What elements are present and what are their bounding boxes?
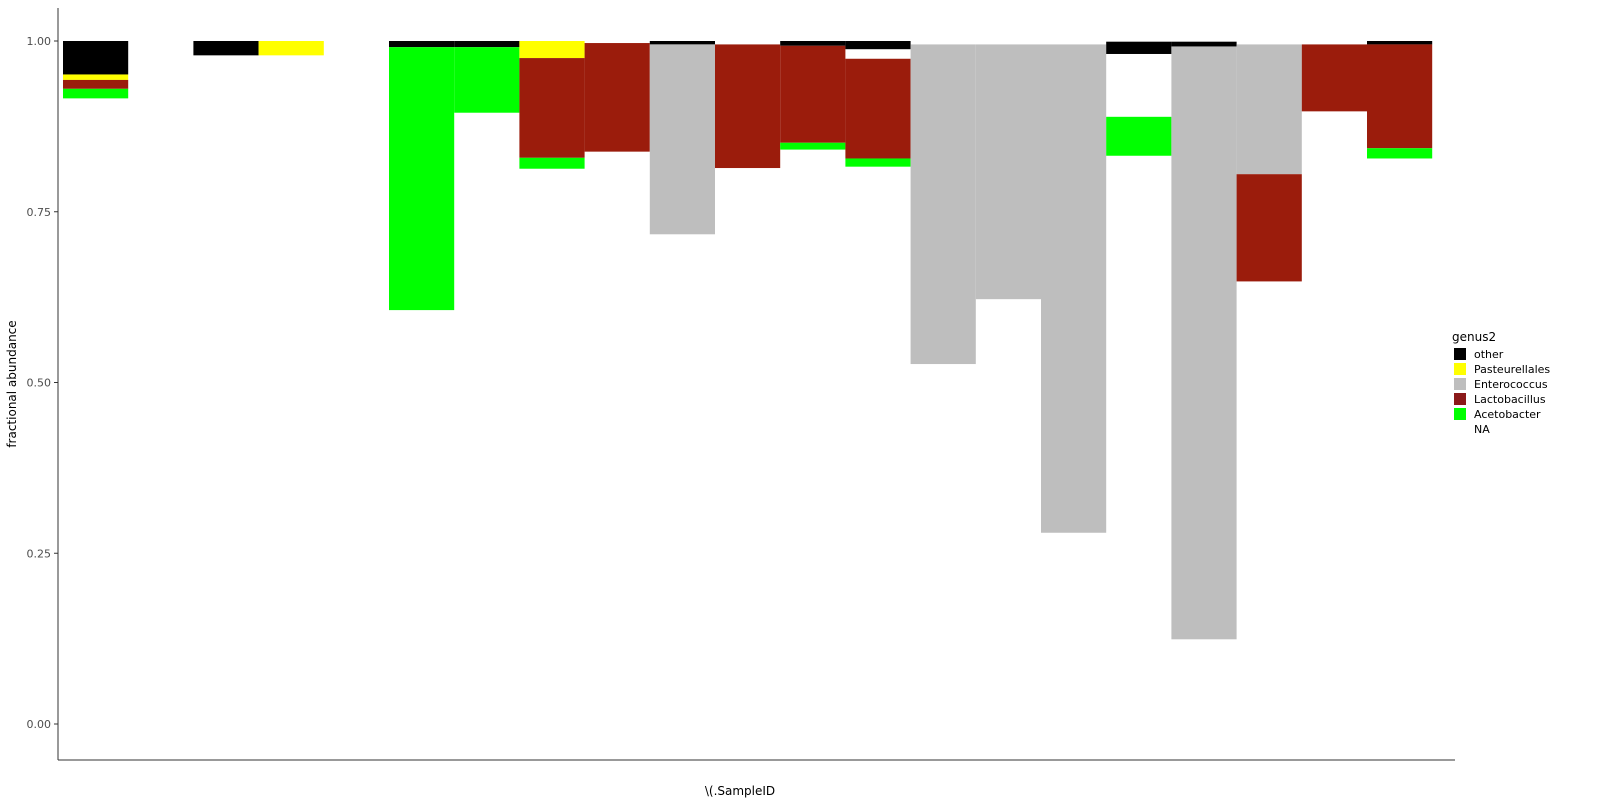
bar-segment-lactobacillus xyxy=(780,45,846,143)
legend-label: Enterococcus xyxy=(1474,378,1548,391)
bar-segment-pasteurellales xyxy=(519,41,585,59)
legend-label: Acetobacter xyxy=(1474,408,1541,421)
legend-swatch xyxy=(1454,378,1466,390)
bar-segment-lactobacillus xyxy=(845,58,911,159)
bar-segment-enterococcus xyxy=(1236,44,1302,175)
legend-label: NA xyxy=(1474,423,1490,436)
bar-segment-pasteurellales xyxy=(63,74,129,80)
bar-segment-acetobacter xyxy=(519,157,585,169)
bar-segment-other xyxy=(1106,41,1172,54)
legend-label: Pasteurellales xyxy=(1474,363,1550,376)
bar-segment-enterococcus xyxy=(649,44,715,235)
y-tick-label: 0.25 xyxy=(27,547,52,560)
bar-segment-acetobacter xyxy=(1367,148,1433,159)
bar-segment-acetobacter xyxy=(63,88,129,99)
bar-segment-enterococcus xyxy=(975,44,1041,300)
legend-label: other xyxy=(1474,348,1504,361)
bar-segment-other xyxy=(780,41,846,46)
bar-segment-lactobacillus xyxy=(1236,174,1302,282)
legend-swatch xyxy=(1454,393,1466,405)
bar-segment-acetobacter xyxy=(1106,116,1172,156)
bar-segment-pasteurellales xyxy=(258,41,324,56)
y-ticks: 0.00 0.25 0.50 0.75 1.00 xyxy=(27,35,58,731)
bar-segment-lactobacillus xyxy=(63,79,129,89)
legend: genus2 other Pasteurellales Enterococcus La… xyxy=(1452,330,1550,436)
bar-segment-other xyxy=(845,41,911,50)
legend-label: Lactobacillus xyxy=(1474,393,1546,406)
bar-segment-other xyxy=(454,41,520,48)
bar-segment-lactobacillus xyxy=(1367,44,1433,149)
bar-segment-enterococcus xyxy=(910,44,976,365)
legend-swatch xyxy=(1454,423,1466,435)
legend-swatch xyxy=(1454,348,1466,360)
legend-title: genus2 xyxy=(1452,330,1496,344)
bar-segment-other xyxy=(389,41,455,48)
bar-segment-other xyxy=(1171,41,1237,47)
bars-layer xyxy=(63,41,1433,640)
bar-segment-acetobacter xyxy=(780,142,846,150)
bar-segment-lactobacillus xyxy=(1301,44,1367,112)
bar-segment-acetobacter xyxy=(454,47,520,113)
y-tick-label: 0.75 xyxy=(27,206,52,219)
y-tick-label: 0.50 xyxy=(27,377,52,390)
y-axis-title: fractional abundance xyxy=(5,320,19,447)
y-tick-label: 1.00 xyxy=(27,35,52,48)
bar-segment-other xyxy=(649,41,715,45)
bar-segment-other xyxy=(1367,41,1433,45)
bar-segment-other xyxy=(63,41,129,75)
legend-swatch xyxy=(1454,363,1466,375)
bar-segment-acetobacter xyxy=(389,47,455,311)
bar-segment-lactobacillus xyxy=(584,43,650,152)
bar-segment-acetobacter xyxy=(845,158,911,167)
y-tick-label: 0.00 xyxy=(27,718,52,731)
bar-segment-enterococcus xyxy=(1171,46,1237,640)
bar-segment-lactobacillus xyxy=(715,44,781,169)
bar-segment-enterococcus xyxy=(1041,44,1107,533)
bar-segment-lactobacillus xyxy=(519,58,585,158)
x-axis-title: \(.SampleID xyxy=(705,784,775,798)
legend-swatch xyxy=(1454,408,1466,420)
bar-segment-other xyxy=(193,41,259,56)
